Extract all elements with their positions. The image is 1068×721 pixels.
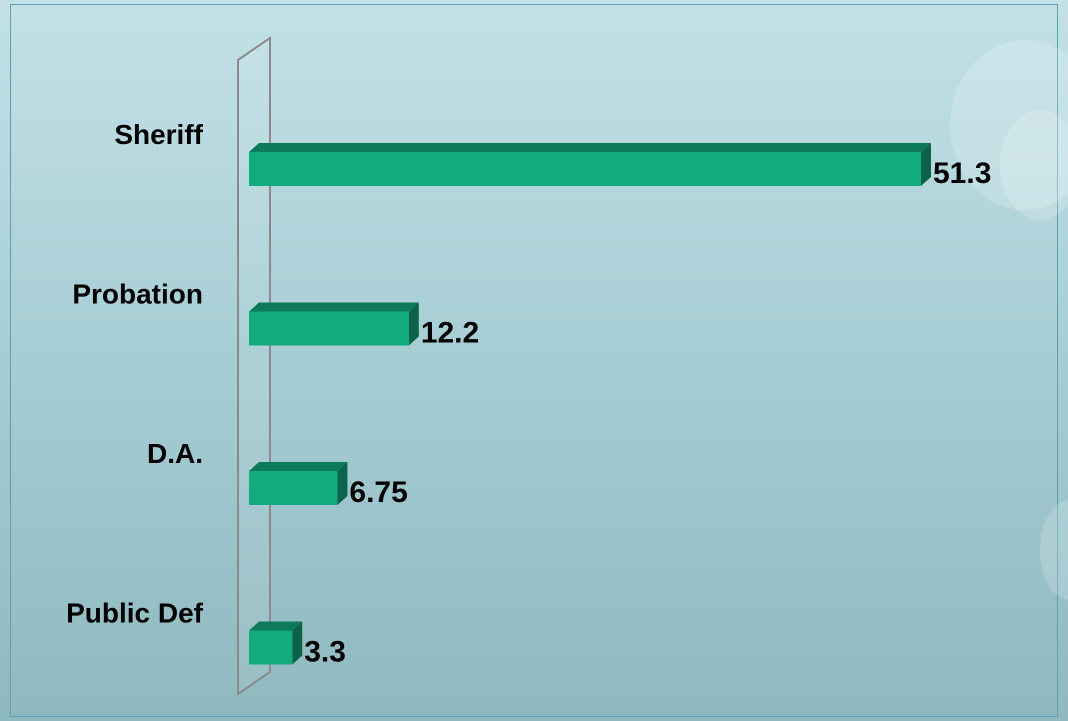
bar-top-face xyxy=(249,462,348,471)
bar xyxy=(249,152,921,186)
data-label: 3.3 xyxy=(304,636,346,669)
bar xyxy=(249,630,293,665)
bar-side-face xyxy=(337,462,348,505)
category-label: Public Def xyxy=(66,598,204,629)
bar-side-face xyxy=(921,143,931,186)
bar-side-face xyxy=(408,302,419,346)
category-label: Probation xyxy=(72,279,203,310)
data-label: 6.75 xyxy=(349,476,407,509)
data-label: 12.2 xyxy=(421,317,479,350)
bar-top-face xyxy=(249,143,931,152)
chart-frame xyxy=(10,4,1058,717)
background-decoration xyxy=(950,40,1068,210)
category-label: Sheriff xyxy=(114,119,203,150)
bar-top-face xyxy=(249,302,419,312)
labels-layer: Sheriff 51.3 Probation 12.2 D.A. 6.75 Public D… xyxy=(66,119,991,669)
category-label: D.A. xyxy=(147,438,203,469)
bar xyxy=(249,311,409,346)
bar-side-face xyxy=(292,621,303,665)
axis-wall xyxy=(237,36,271,696)
data-label: 51.3 xyxy=(933,157,991,190)
bars-layer xyxy=(249,143,931,665)
bar xyxy=(249,471,338,505)
bar-top-face xyxy=(249,621,303,631)
background-decoration xyxy=(1000,110,1068,220)
